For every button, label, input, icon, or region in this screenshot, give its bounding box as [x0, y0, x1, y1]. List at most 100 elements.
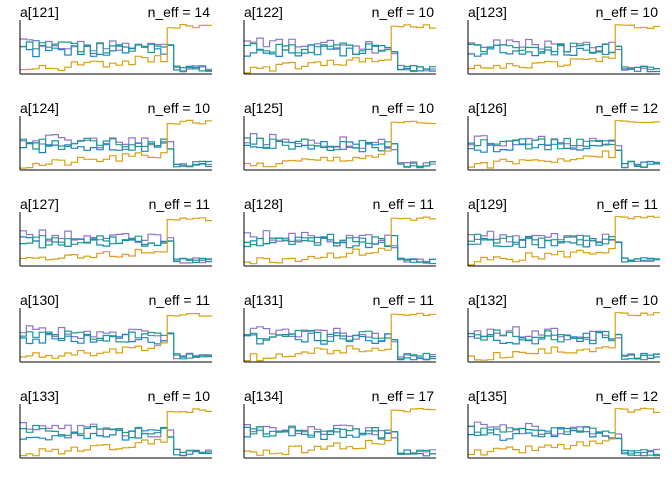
panel-title: a[121] [20, 4, 59, 20]
trace-panel: a[133] n_eff = 10 [0, 384, 224, 480]
trace-plot [467, 308, 660, 363]
panel-title: a[135] [468, 388, 507, 404]
chain-3-line [244, 425, 436, 455]
chain-4-line [244, 216, 436, 265]
n-eff-label: n_eff = 10 [147, 100, 210, 116]
trace-panel: a[134] n_eff = 17 [224, 384, 448, 480]
trace-plot [467, 20, 660, 75]
chain-4-line [468, 407, 660, 456]
trace-panel: a[125] n_eff = 10 [224, 96, 448, 192]
chain-3-line [468, 329, 660, 359]
chain-4-line [20, 408, 212, 457]
trace-panel: a[135] n_eff = 12 [448, 384, 672, 480]
trace-panel: a[123] n_eff = 10 [448, 0, 672, 96]
chain-2-line [468, 235, 660, 261]
trace-panel: a[121] n_eff = 14 [0, 0, 224, 96]
panel-title: a[131] [244, 292, 283, 308]
chain-4-line [244, 24, 436, 74]
chain-1-line [20, 421, 212, 456]
chain-4-line [468, 312, 660, 361]
chain-1-line [20, 229, 212, 264]
panel-title: a[123] [468, 4, 507, 20]
trace-panel: a[129] n_eff = 11 [448, 192, 672, 288]
chain-4-line [20, 119, 212, 169]
chain-3-line [244, 137, 436, 169]
n-eff-label: n_eff = 14 [147, 4, 210, 20]
chain-3-line [244, 42, 436, 72]
chain-4-line [244, 408, 436, 456]
trace-plot [19, 404, 212, 459]
panel-title: a[129] [468, 196, 507, 212]
panel-title: a[133] [20, 388, 59, 404]
trace-plot [19, 116, 212, 171]
trace-plot [243, 116, 436, 171]
chain-4-line [20, 313, 212, 359]
panel-title: a[125] [244, 100, 283, 116]
panel-title: a[130] [20, 292, 59, 308]
trace-panel: a[132] n_eff = 10 [448, 288, 672, 384]
n-eff-label: n_eff = 12 [595, 388, 658, 404]
n-eff-label: n_eff = 11 [148, 196, 210, 212]
chain-2-line [468, 332, 660, 360]
chain-3-line [468, 137, 660, 169]
trace-plot [467, 116, 660, 171]
chain-3-line [20, 330, 212, 360]
chain-4-line [468, 120, 660, 169]
trace-plot [243, 20, 436, 75]
trace-panel: a[130] n_eff = 11 [0, 288, 224, 384]
panel-title: a[134] [244, 388, 283, 404]
trace-plot [19, 308, 212, 363]
chain-3-line [20, 235, 212, 264]
n-eff-label: n_eff = 10 [147, 388, 210, 404]
chain-3-line [468, 425, 660, 457]
chain-1-line [20, 38, 212, 72]
chain-3-line [244, 329, 436, 360]
chain-3-line [244, 233, 436, 265]
trace-panel: a[128] n_eff = 11 [224, 192, 448, 288]
trace-panel: a[131] n_eff = 11 [224, 288, 448, 384]
chain-3-line [468, 233, 660, 263]
trace-panel: a[126] n_eff = 12 [448, 96, 672, 192]
chain-1-line [244, 326, 436, 361]
chain-4-line [20, 24, 212, 72]
panel-title: a[132] [468, 292, 507, 308]
n-eff-label: n_eff = 17 [371, 388, 434, 404]
chain-4-line [468, 24, 660, 70]
panel-title: a[124] [20, 100, 59, 116]
trace-plot [19, 20, 212, 75]
n-eff-label: n_eff = 10 [371, 4, 434, 20]
chain-3-line [20, 137, 212, 168]
panel-title: a[122] [244, 4, 283, 20]
trace-plot [243, 308, 436, 363]
chain-3-line [468, 42, 660, 70]
trace-plot [467, 404, 660, 459]
n-eff-label: n_eff = 10 [371, 100, 434, 116]
chain-4-line [244, 312, 436, 362]
n-eff-label: n_eff = 12 [595, 100, 658, 116]
panel-title: a[126] [468, 100, 507, 116]
n-eff-label: n_eff = 11 [372, 292, 434, 308]
chain-4-line [468, 215, 660, 266]
n-eff-label: n_eff = 10 [595, 292, 658, 308]
n-eff-label: n_eff = 11 [596, 196, 658, 212]
chain-2-line [244, 44, 436, 72]
trace-plot [243, 212, 436, 267]
panel-title: a[127] [20, 196, 59, 212]
trace-panel: a[124] n_eff = 10 [0, 96, 224, 192]
n-eff-label: n_eff = 11 [372, 196, 434, 212]
chain-3-line [20, 41, 212, 73]
trace-plot [243, 404, 436, 459]
chain-2-line [20, 427, 212, 457]
trace-plot [19, 212, 212, 267]
chain-4-line [244, 120, 436, 168]
trace-panel: a[122] n_eff = 10 [224, 0, 448, 96]
n-eff-label: n_eff = 10 [595, 4, 658, 20]
chain-2-line [20, 43, 212, 72]
chain-4-line [20, 217, 212, 261]
trace-panel: a[127] n_eff = 11 [0, 192, 224, 288]
trace-plot [467, 212, 660, 267]
n-eff-label: n_eff = 11 [148, 292, 210, 308]
panel-title: a[128] [244, 196, 283, 212]
chain-3-line [20, 424, 212, 454]
